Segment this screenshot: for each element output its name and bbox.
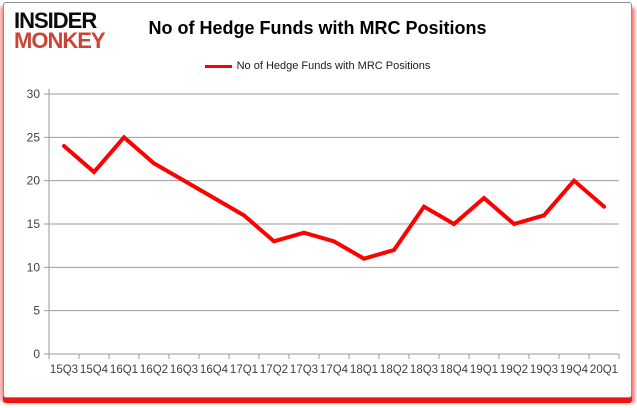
y-axis-label: 30	[27, 87, 41, 101]
legend-label: No of Hedge Funds with MRC Positions	[236, 60, 431, 72]
line-chart: 0 5 10 15 20 25 30 15Q3 15Q4 16Q1 16Q2 16Q3 16Q4 17Q1…	[27, 87, 620, 376]
x-axis-label: 18Q4	[440, 364, 469, 376]
x-axis-label: 17Q2	[260, 364, 288, 376]
y-axis-label: 0	[33, 347, 40, 361]
logo-insider-text: INSIDER	[14, 8, 97, 33]
x-axis-label: 16Q4	[200, 364, 229, 376]
x-axis-label: 19Q3	[530, 364, 558, 376]
x-axis-label: 19Q1	[470, 364, 498, 376]
x-axis-label: 16Q3	[170, 364, 198, 376]
series-line-hedge-funds	[62, 134, 606, 261]
x-axis-label: 19Q2	[500, 364, 528, 376]
x-axis-label: 16Q1	[110, 364, 138, 376]
x-axis-label: 18Q1	[350, 364, 378, 376]
x-axis-label: 15Q4	[80, 364, 109, 376]
logo-monkey-text: MONKEY	[14, 27, 106, 53]
legend-line-swatch	[204, 64, 232, 68]
x-axis-label: 16Q2	[140, 364, 168, 376]
y-axis-label: 10	[27, 260, 41, 274]
chart-card: INSIDER MONKEY No of Hedge Funds with MR…	[3, 2, 632, 398]
y-axis-label: 15	[27, 217, 41, 231]
x-axis-label: 18Q2	[380, 364, 408, 376]
insider-monkey-logo: INSIDER MONKEY	[14, 8, 106, 53]
x-axis-label: 18Q3	[410, 364, 438, 376]
y-axis-label: 5	[33, 304, 40, 318]
x-axis-label: 15Q3	[50, 364, 78, 376]
x-axis-label: 17Q1	[230, 364, 258, 376]
legend: No of Hedge Funds with MRC Positions	[4, 60, 631, 72]
x-axis-label: 20Q1	[590, 364, 618, 376]
x-axis-label: 17Q3	[290, 364, 318, 376]
y-axis-label: 25	[27, 130, 41, 144]
x-axis-label: 17Q4	[320, 364, 349, 376]
x-axis-label: 19Q4	[560, 364, 589, 376]
chart-title: No of Hedge Funds with MRC Positions	[148, 18, 487, 38]
y-axis-label: 20	[27, 174, 41, 188]
